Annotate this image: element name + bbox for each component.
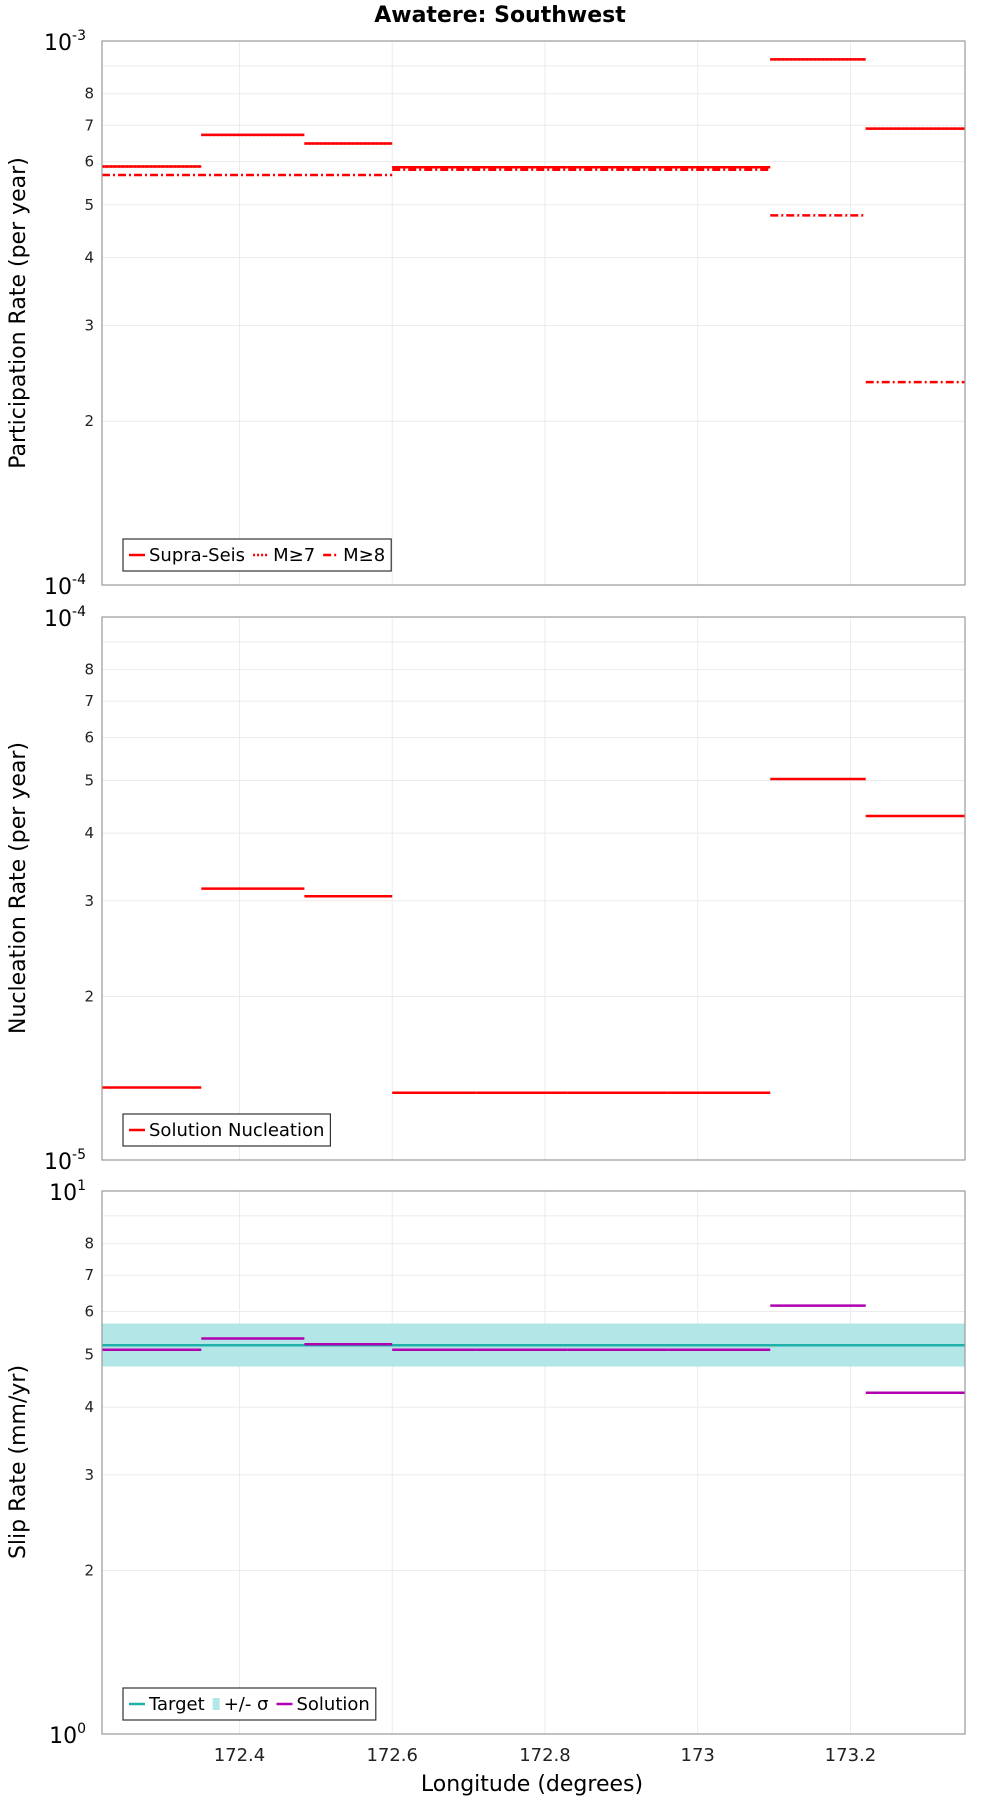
slip-rate-panel: 8 7 6 5 4 3 2 101 100 Slip Rate (mm/yr) Target +/- … bbox=[6, 1178, 966, 1749]
legend-box bbox=[122, 1113, 332, 1147]
decade-label: 101 bbox=[49, 1178, 86, 1206]
y-tick-label: 7 bbox=[84, 1266, 94, 1284]
y-tick-label: 3 bbox=[84, 316, 94, 334]
y-tick-label: 8 bbox=[84, 1235, 94, 1253]
legend: Supra-Seis M≥7 M≥8 bbox=[122, 538, 392, 572]
participation-rate-panel: 8 7 6 5 4 3 2 10-3 10-4 Participation Rate (per y… bbox=[6, 28, 966, 600]
decade-label: 10-4 bbox=[44, 572, 86, 600]
y-tick-label: 8 bbox=[84, 661, 94, 679]
y-tick-label: 5 bbox=[84, 196, 94, 214]
legend-label: +/- σ bbox=[224, 1694, 269, 1715]
y-tick-label: 6 bbox=[84, 153, 94, 171]
x-axis-label: Longitude (degrees) bbox=[421, 1772, 643, 1797]
x-tick-label: 172.6 bbox=[366, 1745, 418, 1766]
y-tick-label: 6 bbox=[84, 728, 94, 746]
legend-label: M≥8 bbox=[343, 545, 385, 566]
y-axis-label: Slip Rate (mm/yr) bbox=[6, 1365, 31, 1559]
decade-label: 10-4 bbox=[44, 604, 86, 632]
plot-frame bbox=[101, 40, 966, 586]
legend-label: Solution bbox=[296, 1694, 369, 1715]
legend-box bbox=[122, 1687, 377, 1721]
legend: Target +/- σ Solution bbox=[122, 1687, 377, 1721]
y-tick-label: 5 bbox=[84, 771, 94, 789]
legend-label: M≥7 bbox=[273, 545, 315, 566]
y-axis-label: Participation Rate (per year) bbox=[6, 157, 31, 469]
plot-frame bbox=[101, 616, 966, 1161]
y-tick-label: 2 bbox=[84, 1562, 94, 1580]
y-tick-label: 6 bbox=[84, 1302, 94, 1320]
y-tick-label: 3 bbox=[84, 892, 94, 910]
decade-label: 100 bbox=[49, 1721, 86, 1749]
decade-label: 10-5 bbox=[44, 1147, 86, 1175]
y-tick-label: 2 bbox=[84, 412, 94, 430]
y-tick-label: 4 bbox=[84, 1398, 94, 1416]
y-tick-label: 7 bbox=[84, 692, 94, 710]
x-tick-labels: 172.4 172.6 172.8 173 173.2 bbox=[214, 1745, 877, 1766]
y-tick-label: 4 bbox=[84, 824, 94, 842]
plot-frame bbox=[101, 1190, 966, 1735]
legend-label: Target bbox=[148, 1694, 205, 1715]
nucleation-rate-panel: 8 7 6 5 4 3 2 10-4 10-5 Nucleation Rate (per year… bbox=[6, 604, 966, 1175]
legend-swatch bbox=[212, 1698, 220, 1710]
legend: Solution Nucleation bbox=[122, 1113, 332, 1147]
figure-title: Awatere: Southwest bbox=[374, 3, 626, 28]
legend-label: Solution Nucleation bbox=[149, 1120, 324, 1141]
y-axis-label: Nucleation Rate (per year) bbox=[6, 742, 31, 1034]
y-tick-label: 2 bbox=[84, 988, 94, 1006]
y-tick-label: 8 bbox=[84, 85, 94, 103]
x-tick-label: 173 bbox=[681, 1745, 715, 1766]
decade-label: 10-3 bbox=[44, 28, 86, 56]
y-tick-label: 5 bbox=[84, 1345, 94, 1363]
x-tick-label: 172.4 bbox=[214, 1745, 266, 1766]
y-tick-label: 4 bbox=[84, 248, 94, 266]
y-tick-label: 7 bbox=[84, 116, 94, 134]
legend-label: Supra-Seis bbox=[149, 545, 245, 566]
y-tick-label: 3 bbox=[84, 1466, 94, 1484]
x-tick-label: 173.2 bbox=[825, 1745, 877, 1766]
x-tick-label: 172.8 bbox=[519, 1745, 571, 1766]
